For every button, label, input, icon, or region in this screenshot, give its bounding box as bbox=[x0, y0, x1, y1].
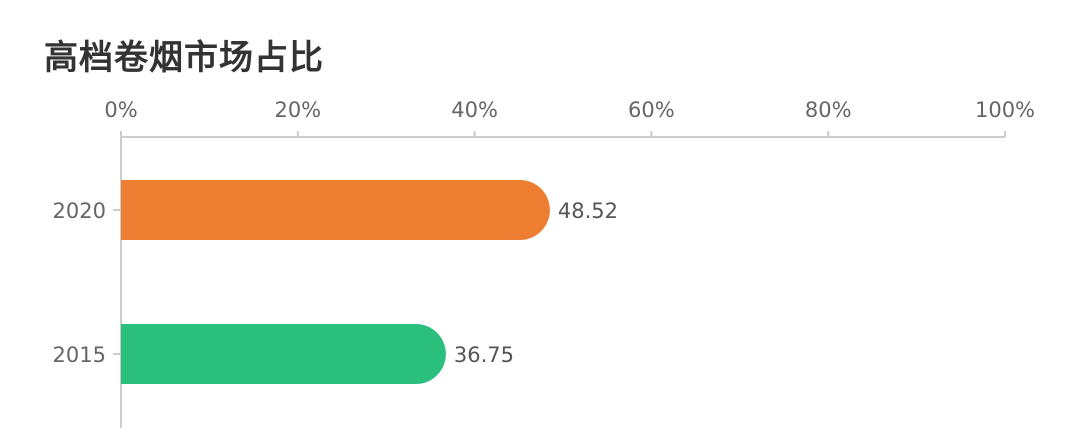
chart-labels: 2020 48.52 2015 36.75 bbox=[53, 199, 618, 367]
chart-axes: 0% 20% 40% 60% 80% 100% bbox=[104, 98, 1035, 428]
x-tick-label: 40% bbox=[451, 98, 498, 122]
x-tick-label: 100% bbox=[975, 98, 1035, 122]
y-tick-label: 2015 bbox=[53, 343, 106, 367]
y-tick-label: 2020 bbox=[53, 199, 106, 223]
data-label: 36.75 bbox=[454, 343, 514, 367]
bar-2020 bbox=[121, 180, 550, 240]
chart-title: 高档卷烟市场占比 bbox=[44, 38, 324, 78]
x-tick-label: 20% bbox=[274, 98, 321, 122]
bar-2015 bbox=[121, 324, 446, 384]
x-tick-label: 80% bbox=[805, 98, 852, 122]
x-tick-label: 0% bbox=[104, 98, 137, 122]
chart-bars bbox=[121, 180, 550, 384]
data-label: 48.52 bbox=[558, 199, 618, 223]
x-tick-label: 60% bbox=[628, 98, 675, 122]
